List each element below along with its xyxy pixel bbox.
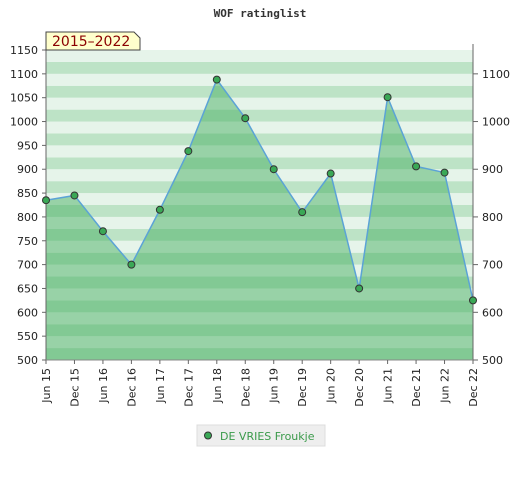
x-tick-label: Dec 20 bbox=[353, 368, 366, 407]
data-point bbox=[412, 162, 421, 171]
legend-box bbox=[196, 424, 326, 447]
left-tick-label: 1000 bbox=[10, 116, 38, 129]
series-area bbox=[46, 79, 473, 361]
x-tick-label: Jun 16 bbox=[97, 368, 110, 404]
x-tick-label: Jun 20 bbox=[325, 368, 338, 404]
data-point bbox=[326, 169, 335, 178]
background-band bbox=[46, 50, 473, 62]
background-band bbox=[46, 228, 473, 241]
period-badge-box bbox=[45, 31, 141, 51]
right-y-axis: 500 600 700 800 900 1000 1100 bbox=[473, 68, 510, 367]
x-tick-label: Dec 21 bbox=[410, 368, 423, 407]
data-point bbox=[42, 196, 50, 205]
data-point bbox=[355, 284, 364, 293]
chart-title: WOF ratinglist bbox=[214, 7, 307, 20]
background-band bbox=[46, 348, 473, 360]
legend-marker bbox=[204, 431, 212, 440]
left-tick-label: 1050 bbox=[10, 92, 38, 105]
background-band bbox=[46, 252, 473, 265]
right-tick-label: 1000 bbox=[482, 116, 510, 129]
period-badge: 2015–2022 bbox=[45, 31, 141, 51]
left-tick-label: 950 bbox=[17, 139, 38, 152]
x-tick-label: Jun 22 bbox=[439, 368, 452, 404]
background-band bbox=[46, 73, 473, 86]
x-tick-label: Dec 22 bbox=[467, 368, 480, 407]
left-tick-label: 700 bbox=[17, 259, 38, 272]
background-band bbox=[46, 336, 473, 349]
left-tick-label: 550 bbox=[17, 330, 38, 343]
data-point bbox=[70, 191, 79, 200]
data-point bbox=[98, 227, 107, 236]
background-band bbox=[46, 181, 473, 194]
background-band bbox=[46, 205, 473, 217]
left-tick-label: 850 bbox=[17, 187, 38, 200]
right-tick-label: 1100 bbox=[482, 68, 510, 81]
x-tick-label: Dec 16 bbox=[125, 368, 138, 407]
background-band bbox=[46, 61, 473, 74]
background-band bbox=[46, 157, 473, 170]
left-tick-label: 800 bbox=[17, 211, 38, 224]
background-band bbox=[46, 121, 473, 134]
data-point bbox=[298, 208, 307, 217]
right-tick-label: 600 bbox=[482, 306, 503, 319]
x-tick-label: Dec 18 bbox=[239, 368, 252, 407]
left-tick-label: 1100 bbox=[10, 68, 38, 81]
data-point bbox=[127, 260, 136, 269]
background-band bbox=[46, 276, 473, 289]
data-point bbox=[440, 168, 449, 177]
x-tick-label: Dec 17 bbox=[182, 368, 195, 407]
area-layer bbox=[45, 78, 474, 361]
data-point bbox=[469, 296, 477, 305]
background-band bbox=[46, 97, 473, 110]
x-tick-label: Jun 21 bbox=[382, 368, 395, 404]
background-band bbox=[46, 264, 473, 277]
x-tick-label: Jun 15 bbox=[40, 368, 53, 404]
series-line bbox=[45, 78, 474, 301]
background-band bbox=[46, 169, 473, 182]
x-tick-label: Dec 15 bbox=[68, 368, 81, 407]
right-tick-label: 800 bbox=[482, 211, 503, 224]
background-band bbox=[46, 193, 473, 205]
left-tick-label: 900 bbox=[17, 163, 38, 176]
right-tick-label: 500 bbox=[482, 354, 503, 367]
background-band bbox=[46, 324, 473, 337]
right-tick-label: 900 bbox=[482, 163, 503, 176]
left-tick-label: 1150 bbox=[10, 44, 38, 57]
data-markers bbox=[42, 75, 477, 305]
data-point bbox=[241, 114, 250, 123]
background-band bbox=[46, 288, 473, 301]
left-tick-label: 500 bbox=[17, 354, 38, 367]
legend: DE VRIES Froukje bbox=[196, 424, 326, 447]
background-band bbox=[46, 145, 473, 158]
data-point bbox=[155, 205, 164, 214]
left-tick-label: 650 bbox=[17, 282, 38, 295]
left-tick-label: 600 bbox=[17, 306, 38, 319]
background-band bbox=[46, 133, 473, 146]
period-badge-text: 2015–2022 bbox=[52, 34, 130, 50]
background-bands bbox=[46, 50, 473, 360]
left-tick-label: 750 bbox=[17, 235, 38, 248]
legend-label: DE VRIES Froukje bbox=[220, 430, 315, 443]
background-band bbox=[46, 216, 473, 229]
right-tick-label: 700 bbox=[482, 259, 503, 272]
x-tick-label: Jun 17 bbox=[154, 368, 167, 404]
background-band bbox=[46, 300, 473, 313]
x-tick-label: Jun 19 bbox=[268, 368, 281, 404]
background-band bbox=[46, 85, 473, 98]
background-band bbox=[46, 109, 473, 122]
data-point bbox=[269, 165, 278, 174]
x-tick-label: Dec 19 bbox=[296, 368, 309, 407]
data-point bbox=[212, 75, 221, 84]
data-point bbox=[383, 93, 392, 102]
x-axis: Jun 15 Dec 15 Jun 16 Dec 16 Jun 17 Dec 17 Jun … bbox=[40, 360, 480, 407]
left-y-axis: 500 550 600 650 700 750 800 850 900 950 1000 1050 11… bbox=[10, 44, 46, 367]
background-band bbox=[46, 312, 473, 325]
background-band bbox=[46, 240, 473, 253]
x-tick-label: Jun 18 bbox=[211, 368, 224, 404]
data-point bbox=[184, 147, 193, 156]
